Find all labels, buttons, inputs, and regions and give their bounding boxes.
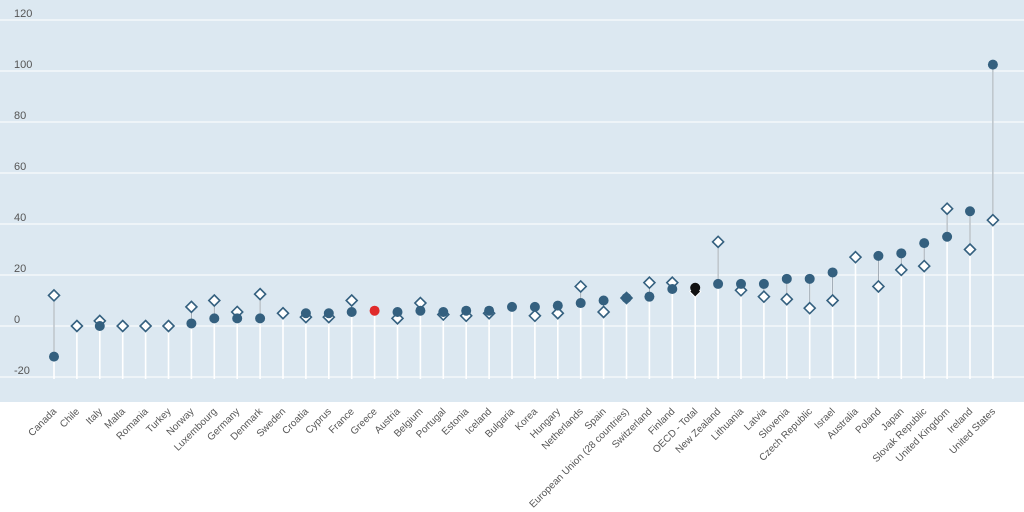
circle-marker xyxy=(300,308,311,319)
diamond-marker xyxy=(345,293,359,308)
x-tick-label: Chile xyxy=(58,406,82,430)
diamond-marker xyxy=(940,202,954,216)
diamond-marker xyxy=(780,292,794,306)
circle-marker xyxy=(736,278,746,289)
circle-marker xyxy=(438,306,449,317)
x-tick-label: Greece xyxy=(349,406,380,437)
y-tick-label: 0 xyxy=(14,314,20,326)
diamond-marker xyxy=(894,263,908,277)
y-tick-label: 60 xyxy=(14,161,26,173)
circle-marker xyxy=(346,306,357,317)
diamond-marker xyxy=(161,319,176,333)
circle-marker xyxy=(186,318,197,329)
circle-marker xyxy=(255,313,266,324)
x-tick-label: Canada xyxy=(27,406,60,439)
circle-marker xyxy=(896,248,907,259)
circle-marker xyxy=(965,206,975,217)
diamond-marker xyxy=(803,301,817,315)
diamond-marker xyxy=(207,293,221,308)
circle-marker xyxy=(232,313,243,324)
circle-marker xyxy=(575,298,586,309)
circle-marker xyxy=(484,305,495,316)
circle-marker xyxy=(758,278,769,289)
y-tick-label: -20 xyxy=(14,365,30,377)
diamond-marker xyxy=(528,309,542,323)
circle-marker xyxy=(827,267,838,278)
circle-marker xyxy=(919,238,930,249)
circle-marker xyxy=(392,306,403,317)
circle-marker xyxy=(461,305,472,316)
circle-marker xyxy=(987,59,998,70)
circle-marker xyxy=(667,284,678,295)
circle-marker xyxy=(804,273,815,284)
circle-marker xyxy=(94,321,105,331)
diamond-marker xyxy=(70,319,84,333)
circle-marker xyxy=(209,313,220,324)
x-axis-ticks: Canada Chile ItalyMaltaRomaniaTurkeyNorway… xyxy=(27,406,998,511)
y-axis-ticks: -20 0 20 40 60 80 100 120 xyxy=(14,8,32,377)
circle-marker xyxy=(529,301,540,312)
diamond-marker xyxy=(963,242,977,257)
diamond-marker xyxy=(871,279,886,294)
circle-marker xyxy=(690,282,701,293)
circle-marker xyxy=(781,273,792,284)
diamond-marker xyxy=(184,300,199,314)
diamond-marker xyxy=(986,213,1000,227)
diamond-marker xyxy=(574,279,588,294)
circle-marker xyxy=(873,250,884,261)
diamond-marker xyxy=(848,250,863,264)
diamond-marker xyxy=(596,305,611,319)
circle-marker xyxy=(621,292,632,303)
circle-marker xyxy=(713,278,724,289)
y-tick-label: 20 xyxy=(14,263,26,275)
diamond-marker xyxy=(917,259,931,273)
y-tick-label: 120 xyxy=(14,8,32,20)
diamond-marker xyxy=(253,287,267,301)
y-tick-label: 100 xyxy=(14,59,32,71)
circle-marker xyxy=(942,231,953,242)
diamond-marker xyxy=(138,319,153,333)
circle-marker xyxy=(644,291,655,302)
circle-marker xyxy=(49,351,59,362)
circle-marker xyxy=(415,305,426,316)
diamond-marker xyxy=(47,288,61,303)
circle-marker xyxy=(598,295,609,306)
diamond-marker xyxy=(825,293,840,308)
x-tick-label: Poland xyxy=(854,406,884,436)
y-tick-label: 40 xyxy=(14,212,26,224)
diamond-marker xyxy=(551,306,565,320)
circle-marker xyxy=(552,300,563,311)
data-markers xyxy=(47,59,1000,362)
diamond-marker xyxy=(757,290,771,304)
diamond-marker xyxy=(642,276,657,290)
diamond-marker xyxy=(116,319,130,333)
y-tick-label: 80 xyxy=(14,110,26,122)
circle-marker xyxy=(507,301,517,312)
diamond-marker xyxy=(711,235,725,249)
diamond-marker xyxy=(276,306,290,320)
circle-marker xyxy=(323,308,334,319)
circle-marker xyxy=(369,305,380,316)
